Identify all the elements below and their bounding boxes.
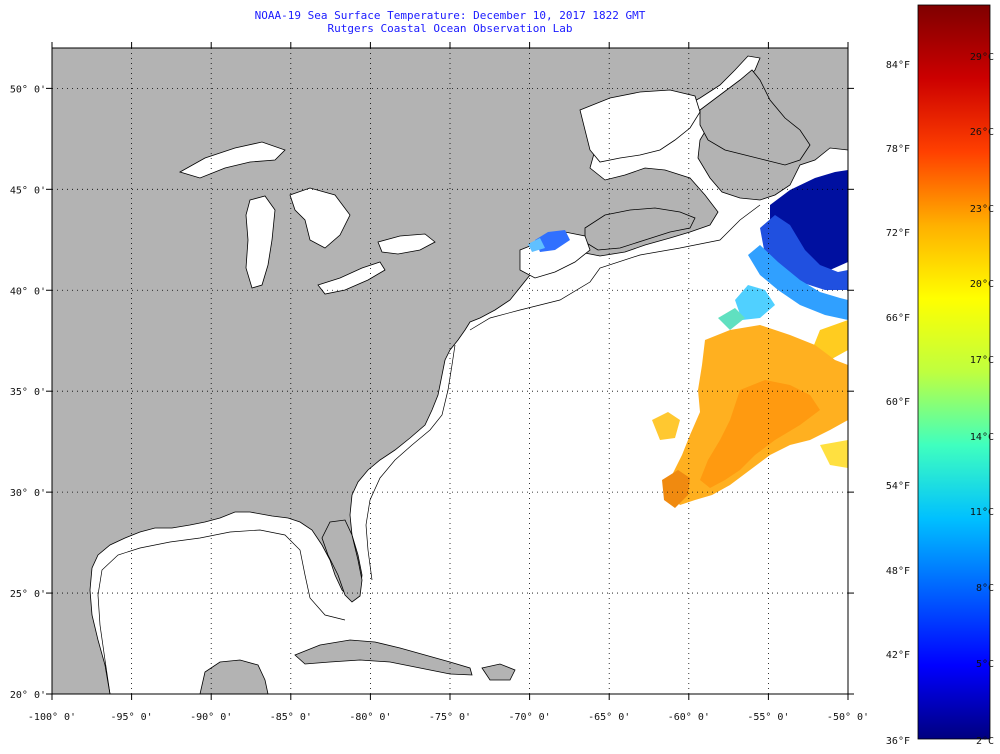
colorbar-fahrenheit-label: 60°F: [886, 397, 910, 408]
lon-tick-label: -50° 0': [827, 712, 869, 723]
lon-tick-label: -90° 0': [190, 712, 232, 723]
lat-tick-label: 20° 0': [10, 690, 46, 701]
land-yucatan: [199, 659, 269, 694]
lon-tick-label: -70° 0': [509, 712, 551, 723]
shelf-contour-south: [365, 344, 456, 581]
gulf-st-lawrence: [579, 89, 701, 163]
colorbar: [917, 4, 991, 740]
lon-tick-label: -100° 0': [28, 712, 76, 723]
colorbar-celsius-label: 14°C: [970, 432, 994, 443]
colorbar-celsius-label: 2°C: [976, 736, 994, 747]
lat-tick-label: 25° 0': [10, 589, 46, 600]
gulf-contour: [97, 529, 346, 694]
lake-huron: [289, 187, 351, 249]
colorbar-celsius-label: 17°C: [970, 355, 994, 366]
lon-tick-label: -55° 0': [747, 712, 789, 723]
colorbar-fahrenheit-label: 72°F: [886, 228, 910, 239]
colorbar-celsius-label: 5°C: [976, 659, 994, 670]
lon-tick-label: -60° 0': [668, 712, 710, 723]
lon-tick-label: -85° 0': [270, 712, 312, 723]
colorbar-fahrenheit-label: 42°F: [886, 650, 910, 661]
lon-tick-label: -75° 0': [429, 712, 471, 723]
lat-tick-label: 30° 0': [10, 488, 46, 499]
lat-tick-label: 35° 0': [10, 387, 46, 398]
land-florida: [321, 519, 363, 603]
axes: -100° 0' -95° 0' -90° 0' -85° 0' -80° 0' -75°…: [10, 42, 869, 723]
sst-data-layer: [528, 170, 848, 508]
land-hispaniola: [481, 663, 516, 681]
colorbar-fahrenheit-label: 66°F: [886, 313, 910, 324]
map-title: NOAA-19 Sea Surface Temperature: Decembe…: [254, 9, 646, 22]
colorbar-fahrenheit-label: 78°F: [886, 144, 910, 155]
map-subtitle: Rutgers Coastal Ocean Observation Lab: [327, 22, 573, 35]
land-newfoundland: [699, 69, 811, 166]
lon-tick-label: -80° 0': [349, 712, 391, 723]
lake-erie: [317, 261, 386, 295]
lake-superior: [178, 141, 286, 179]
colorbar-celsius-label: 29°C: [970, 52, 994, 63]
colorbar-celsius-label: 20°C: [970, 279, 994, 290]
lon-tick-label: -65° 0': [588, 712, 630, 723]
lat-tick-label: 40° 0': [10, 286, 46, 297]
colorbar-celsius-label: 23°C: [970, 204, 994, 215]
colorbar-fahrenheit-label: 54°F: [886, 481, 910, 492]
land-cuba: [294, 639, 473, 676]
lake-ontario: [377, 233, 436, 255]
colorbar-fahrenheit-label: 36°F: [886, 736, 910, 747]
colorbar-labels: 84°F 78°F 72°F 66°F 60°F 54°F 48°F 42°F 36°F 29°C…: [886, 52, 994, 747]
lat-tick-label: 45° 0': [10, 185, 46, 196]
colorbar-celsius-label: 26°C: [970, 127, 994, 138]
shelf-contour: [469, 204, 761, 331]
land-nova-scotia: [584, 207, 696, 251]
lake-michigan: [245, 195, 276, 289]
colorbar-celsius-label: 11°C: [970, 507, 994, 518]
lon-tick-label: -95° 0': [111, 712, 153, 723]
colorbar-fahrenheit-label: 48°F: [886, 566, 910, 577]
lat-tick-label: 50° 0': [10, 84, 46, 95]
colorbar-fahrenheit-label: 84°F: [886, 60, 910, 71]
colorbar-celsius-label: 8°C: [976, 583, 994, 594]
